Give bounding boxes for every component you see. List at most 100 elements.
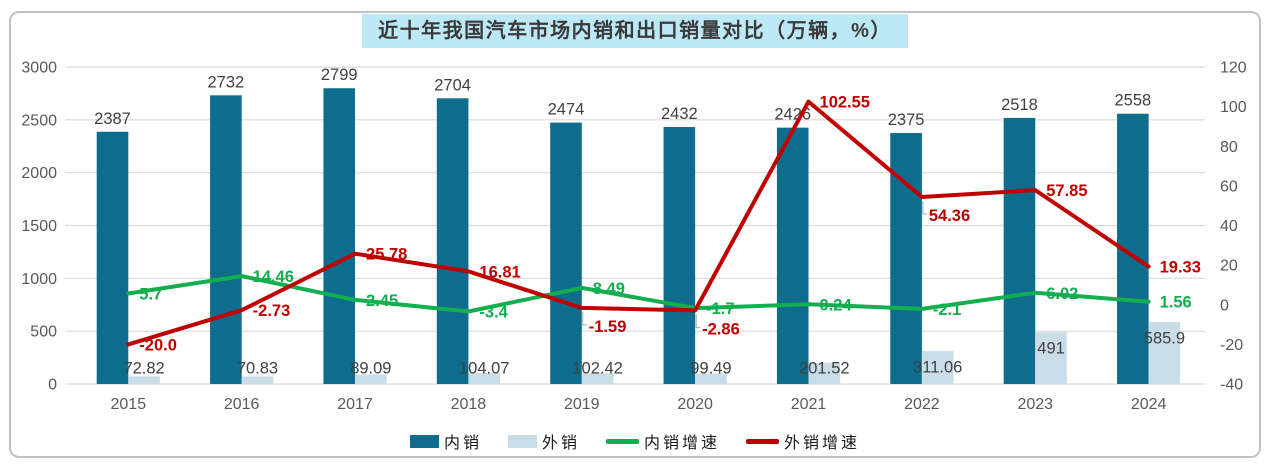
right-axis-tick--20: -20 xyxy=(1220,337,1243,354)
chart-legend: 内销 外销 内销增速 外销增速 xyxy=(0,428,1270,454)
bar-domestic-2021 xyxy=(776,127,809,385)
bar-export-2017 xyxy=(355,374,387,384)
chart-title: 近十年我国汽车市场内销和出口销量对比（万辆，%） xyxy=(362,14,908,48)
right-axis-tick-100: 100 xyxy=(1220,99,1247,116)
legend-item-3: 外销增速 xyxy=(746,429,860,453)
line-label-export-growth-2015: -20.0 xyxy=(139,336,177,354)
line-label-domestic-growth-2024: 1.56 xyxy=(1160,294,1192,312)
legend-label-0: 内销 xyxy=(443,435,482,452)
bar-label-domestic-2018: 2704 xyxy=(434,76,471,94)
bar-export-2023 xyxy=(1035,332,1067,384)
right-axis-tick-40: 40 xyxy=(1220,218,1238,235)
leader-line-export-growth-2022 xyxy=(922,201,927,215)
legend-item-2: 内销增速 xyxy=(606,429,720,453)
left-axis-tick-2500: 2500 xyxy=(21,112,57,129)
left-axis-tick-3000: 3000 xyxy=(21,60,57,77)
leader-line-export-growth-2020 xyxy=(695,314,701,328)
bar-domestic-2018 xyxy=(436,98,469,384)
bar-label-domestic-2015: 2387 xyxy=(94,110,131,128)
line-label-domestic-growth-2017: 2.45 xyxy=(366,292,398,310)
line-label-domestic-growth-2018: -3.4 xyxy=(479,303,508,321)
left-axis-tick-500: 500 xyxy=(30,324,57,341)
legend-swatch-0 xyxy=(409,434,439,448)
bar-label-export-2018: 104.07 xyxy=(459,360,509,378)
line-label-domestic-growth-2015: 5.7 xyxy=(139,285,162,303)
right-axis-tick-20: 20 xyxy=(1220,258,1238,275)
bar-export-2024 xyxy=(1148,322,1181,384)
x-axis-label-2017: 2017 xyxy=(337,396,373,413)
right-axis-tick--40: -40 xyxy=(1220,377,1243,394)
bar-label-export-2022: 311.06 xyxy=(913,359,962,377)
legend-item-1: 外销 xyxy=(507,429,580,453)
bar-label-domestic-2019: 2474 xyxy=(548,101,585,119)
left-axis-tick-1000: 1000 xyxy=(21,271,57,288)
bar-label-domestic-2024: 2558 xyxy=(1114,92,1151,110)
bar-export-2015 xyxy=(128,376,160,384)
bar-label-export-2020: 99.49 xyxy=(690,360,731,378)
bar-domestic-2019 xyxy=(550,122,582,385)
chart-title-row: 近十年我国汽车市场内销和出口销量对比（万辆，%） xyxy=(0,14,1270,48)
line-label-domestic-growth-2020: -1.7 xyxy=(706,300,734,318)
bar-export-2021 xyxy=(808,362,841,384)
bar-label-domestic-2023: 2518 xyxy=(1001,96,1038,114)
bar-domestic-2023 xyxy=(1003,117,1036,384)
right-axis-tick-0: 0 xyxy=(1220,297,1229,314)
bar-export-2018 xyxy=(468,373,501,384)
line-label-export-growth-2021: 102.55 xyxy=(820,94,870,112)
line-label-export-growth-2018: 16.81 xyxy=(479,263,520,281)
bar-label-export-2017: 89.09 xyxy=(350,360,391,378)
left-axis-tick-2000: 2000 xyxy=(21,165,57,182)
bar-domestic-2017 xyxy=(323,88,356,384)
right-axis-tick-80: 80 xyxy=(1220,139,1238,156)
x-axis-label-2024: 2024 xyxy=(1131,396,1167,413)
line-label-export-growth-2022: 54.36 xyxy=(929,207,970,225)
left-axis-tick-0: 0 xyxy=(48,377,57,394)
bar-label-domestic-2022: 2375 xyxy=(888,111,925,129)
x-axis-label-2023: 2023 xyxy=(1017,396,1053,413)
right-axis-tick-120: 120 xyxy=(1220,60,1247,77)
legend-swatch-2 xyxy=(606,438,639,444)
line-export-growth xyxy=(126,99,1151,347)
bar-export-2022 xyxy=(921,351,954,384)
x-axis-label-2020: 2020 xyxy=(677,396,713,413)
bar-label-export-2024: 585.9 xyxy=(1144,330,1185,348)
legend-item-0: 内销 xyxy=(409,429,482,453)
line-label-domestic-growth-2023: 6.02 xyxy=(1046,285,1078,303)
bar-label-export-2016: 70.83 xyxy=(237,360,278,378)
left-axis-tick-1500: 1500 xyxy=(21,218,57,235)
bar-label-domestic-2016: 2732 xyxy=(208,73,245,91)
bar-label-export-2019: 102.42 xyxy=(572,360,622,378)
bar-export-2019 xyxy=(581,373,614,384)
legend-swatch-3 xyxy=(746,438,780,444)
line-label-domestic-growth-2016: 14.46 xyxy=(253,268,294,286)
legend-label-2: 内销增速 xyxy=(644,435,721,452)
legend-label-1: 外销 xyxy=(541,435,580,452)
x-axis-label-2019: 2019 xyxy=(564,396,600,413)
bar-label-export-2023: 491 xyxy=(1037,340,1065,358)
line-label-export-growth-2019: -1.59 xyxy=(589,318,627,336)
bar-label-domestic-2017: 2799 xyxy=(321,66,358,84)
bar-domestic-2015 xyxy=(96,131,129,384)
bar-domestic-2022 xyxy=(890,133,922,384)
legend-label-3: 外销增速 xyxy=(784,435,861,452)
line-label-domestic-growth-2021: 0.24 xyxy=(820,296,853,314)
bar-export-2016 xyxy=(241,376,274,384)
right-axis-tick-60: 60 xyxy=(1220,178,1238,195)
leader-line-export-growth-2019 xyxy=(582,311,587,326)
bar-domestic-2020 xyxy=(663,127,696,384)
x-axis-label-2022: 2022 xyxy=(904,396,940,413)
line-label-export-growth-2023: 57.85 xyxy=(1046,182,1087,200)
line-domestic-growth xyxy=(126,274,1151,314)
legend-swatch-1 xyxy=(507,434,537,448)
x-axis-label-2018: 2018 xyxy=(451,396,487,413)
line-label-export-growth-2020: -2.86 xyxy=(702,320,740,338)
line-label-domestic-growth-2019: 8.49 xyxy=(593,280,625,298)
x-axis-label-2021: 2021 xyxy=(791,396,827,413)
bar-domestic-2016 xyxy=(210,95,242,384)
x-axis-label-2016: 2016 xyxy=(224,396,260,413)
x-axis-label-2015: 2015 xyxy=(111,396,147,413)
line-label-export-growth-2024: 19.33 xyxy=(1160,258,1201,276)
bar-label-export-2021: 201.52 xyxy=(799,360,849,378)
line-label-domestic-growth-2022: -2.1 xyxy=(933,301,961,319)
